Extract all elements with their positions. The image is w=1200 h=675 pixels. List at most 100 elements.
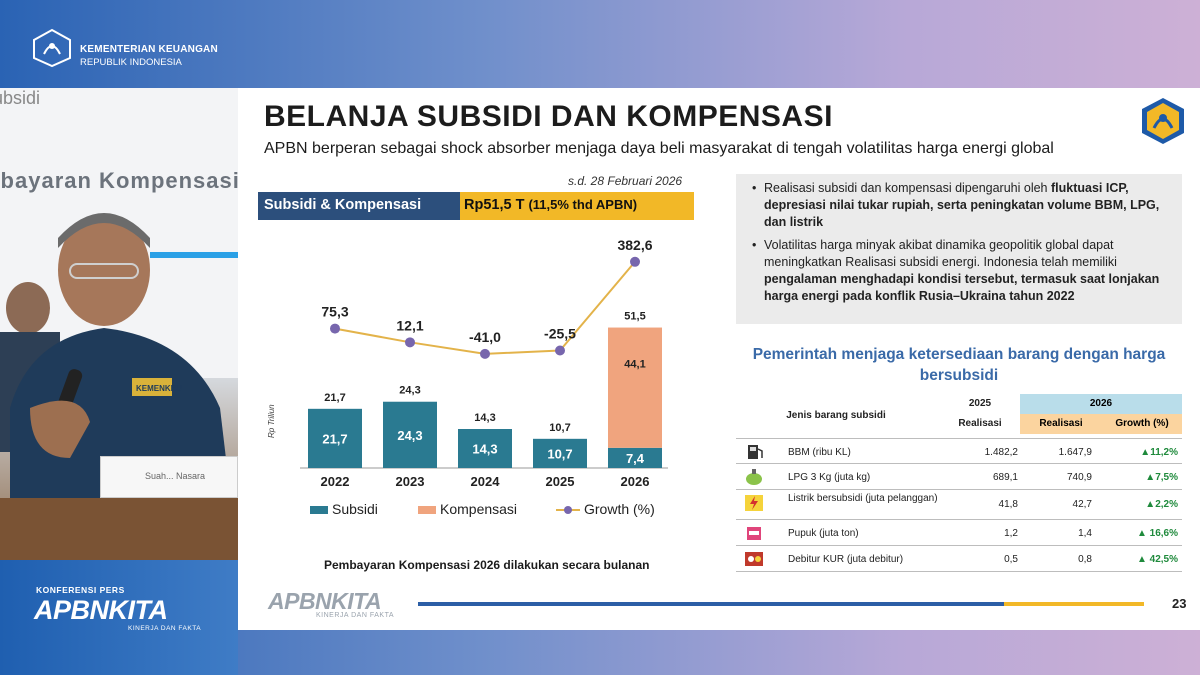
header-growth: Growth (%) [1102, 414, 1182, 434]
table-row: BBM (ribu KL) 1.482,2 1.647,9 ▲11,2% [736, 438, 1182, 464]
brand-panel [0, 560, 238, 675]
x-tick-label: 2024 [471, 474, 501, 489]
page-number: 23 [1172, 596, 1187, 611]
debtor-icon [745, 552, 763, 566]
table-row: Listrik bersubsidi (juta pelanggan) 41,8… [736, 490, 1182, 520]
nameplate: Suah... Nasara [100, 456, 238, 498]
subsidi-bar [458, 429, 512, 468]
x-tick-label: 2025 [546, 474, 575, 489]
subsidi-bar [308, 408, 362, 468]
slide-subtitle: APBN berperan sebagai shock absorber men… [264, 140, 1054, 157]
x-tick-label: 2023 [396, 474, 425, 489]
legend-growth-label: Growth (%) [584, 501, 655, 517]
growth-point [405, 337, 415, 348]
kompensasi-bar [608, 327, 662, 448]
growth-point [480, 348, 490, 359]
svg-text:KEMENKEU: KEMENKEU [136, 384, 182, 393]
bullet-bold-text: pengalaman menghadapi kondisi tersebut, … [764, 272, 1160, 303]
value-2026: 1.647,9 [1058, 447, 1092, 458]
camera-feed: subsidi mbayaran Kompensasi 20 KEMENKEU … [0, 88, 238, 560]
legend-subsidi-swatch [310, 506, 328, 514]
footer-rule-blue [418, 602, 1004, 606]
table-row: Debitur KUR (juta debitur) 0,5 0,8 ▲ 42,… [736, 546, 1182, 572]
bullet-text: Realisasi subsidi dan kompensasi dipenga… [764, 181, 1051, 195]
header-year-2025: 2025 [968, 398, 992, 409]
lpg-tank-icon [746, 469, 762, 485]
item-name: LPG 3 Kg (juta kg) [788, 472, 871, 483]
legend-kompensasi-label: Kompensasi [440, 501, 517, 517]
value-2026: 1,4 [1078, 528, 1092, 539]
bullet-bold-text: fluktuasi ICP, depresiasi nilai tukar ru… [764, 181, 1160, 229]
legend-growth-marker [564, 506, 572, 514]
total-value-label: 14,3 [474, 412, 495, 424]
growth-value: ▲ 42,5% [1136, 554, 1178, 565]
electricity-icon [745, 495, 763, 511]
ministry-republic: REPUBLIK INDONESIA [80, 57, 182, 68]
date-note: s.d. 28 Februari 2026 [568, 174, 683, 188]
subsidy-chart: Rp Triliun 21,7 21,7 2022 24,3 24,3 2023 14,3 14… [267, 237, 668, 517]
header-item: Jenis barang subsidi [786, 410, 886, 421]
subsidi-bar [533, 438, 587, 468]
subsidi-value-label: 7,4 [626, 451, 645, 466]
fuel-pump-icon [748, 445, 763, 459]
growth-point [330, 323, 340, 334]
total-value: Rp51,5 T (11,5% thd APBN) [460, 192, 694, 220]
bullet-text: Volatilitas harga minyak akibat dinamika… [764, 238, 1117, 269]
growth-point [630, 256, 640, 267]
total-value-label: 51,5 [624, 311, 645, 323]
growth-value-label: 12,1 [396, 317, 423, 333]
footer-rule-gold [1004, 602, 1144, 606]
growth-value-label: -41,0 [469, 329, 501, 345]
legend-kompensasi-swatch [418, 506, 436, 514]
subsidi-value-label: 24,3 [397, 428, 422, 443]
growth-point [555, 345, 565, 356]
value-2025: 41,8 [998, 499, 1018, 510]
total-value-label: 21,7 [324, 392, 345, 404]
backdrop-stripe [150, 252, 238, 258]
value-2025: 689,1 [992, 472, 1018, 483]
growth-value: ▲11,2% [1140, 447, 1178, 458]
footer-tagline: KINERJA DAN FAKTA [316, 612, 394, 619]
table-row: LPG 3 Kg (juta kg) 689,1 740,9 ▲7,5% [736, 464, 1182, 490]
value-2026: 740,9 [1066, 472, 1092, 483]
subsidi-value-label: 14,3 [472, 442, 497, 457]
ministry-logo-icon [33, 28, 71, 68]
key-points-box: Realisasi subsidi dan kompensasi dipenga… [736, 174, 1182, 324]
presentation-slide: BELANJA SUBSIDI DAN KOMPENSASI APBN berp… [238, 88, 1200, 630]
value-2025: 1,2 [1004, 528, 1018, 539]
fertilizer-icon [747, 527, 761, 540]
growth-value-label: 382,6 [617, 237, 652, 253]
value-2026: 0,8 [1078, 554, 1092, 565]
brand-pre: KONFERENSI PERS [36, 585, 125, 595]
item-name: Pupuk (juta ton) [788, 528, 859, 539]
item-name: Debitur KUR (juta debitur) [788, 554, 904, 565]
header-year-2026: 2026 [1020, 394, 1182, 414]
item-name: Listrik bersubsidi (juta pelanggan) [788, 493, 938, 504]
value-2025: 1.482,2 [984, 447, 1018, 458]
bullet-point: Realisasi subsidi dan kompensasi dipenga… [752, 180, 1172, 231]
subsidi-value-label: 10,7 [547, 446, 572, 461]
top-banner: KEMENTERIAN KEUANGAN REPUBLIK INDONESIA [0, 0, 1200, 88]
table-body: BBM (ribu KL) 1.482,2 1.647,9 ▲11,2% LPG… [736, 438, 1182, 572]
item-name: BBM (ribu KL) [788, 447, 851, 458]
total-value-label: 10,7 [549, 422, 570, 434]
kompensasi-value-label: 44,1 [624, 359, 645, 371]
slide-title: BELANJA SUBSIDI DAN KOMPENSASI [264, 100, 833, 133]
kemenkeu-emblem-icon [1142, 98, 1184, 144]
subsidi-bar [608, 447, 662, 468]
table-row: Pupuk (juta ton) 1,2 1,4 ▲ 16,6% [736, 520, 1182, 546]
brand-tagline: KINERJA DAN FAKTA [128, 625, 202, 632]
value-2026: 42,7 [1072, 499, 1092, 510]
subsidi-value-label: 21,7 [322, 431, 347, 446]
backdrop-text: mbayaran Kompensasi 20 [0, 168, 238, 193]
growth-value: ▲ 16,6% [1136, 528, 1178, 539]
growth-value: ▲2,2% [1145, 499, 1178, 510]
chart-footnote: Pembayaran Kompensasi 2026 dilakukan sec… [324, 558, 650, 572]
header-realization-2025: Realisasi [958, 418, 1002, 429]
bullet-point: Volatilitas harga minyak akibat dinamika… [752, 237, 1172, 305]
total-label: Subsidi & Kompensasi [258, 192, 460, 220]
total-amount: Rp51,5 T [464, 197, 525, 213]
total-amount-note: (11,5% thd APBN) [528, 197, 638, 212]
footer-logo: APBNKITA [268, 588, 382, 614]
growth-value-label: 75,3 [321, 304, 348, 320]
